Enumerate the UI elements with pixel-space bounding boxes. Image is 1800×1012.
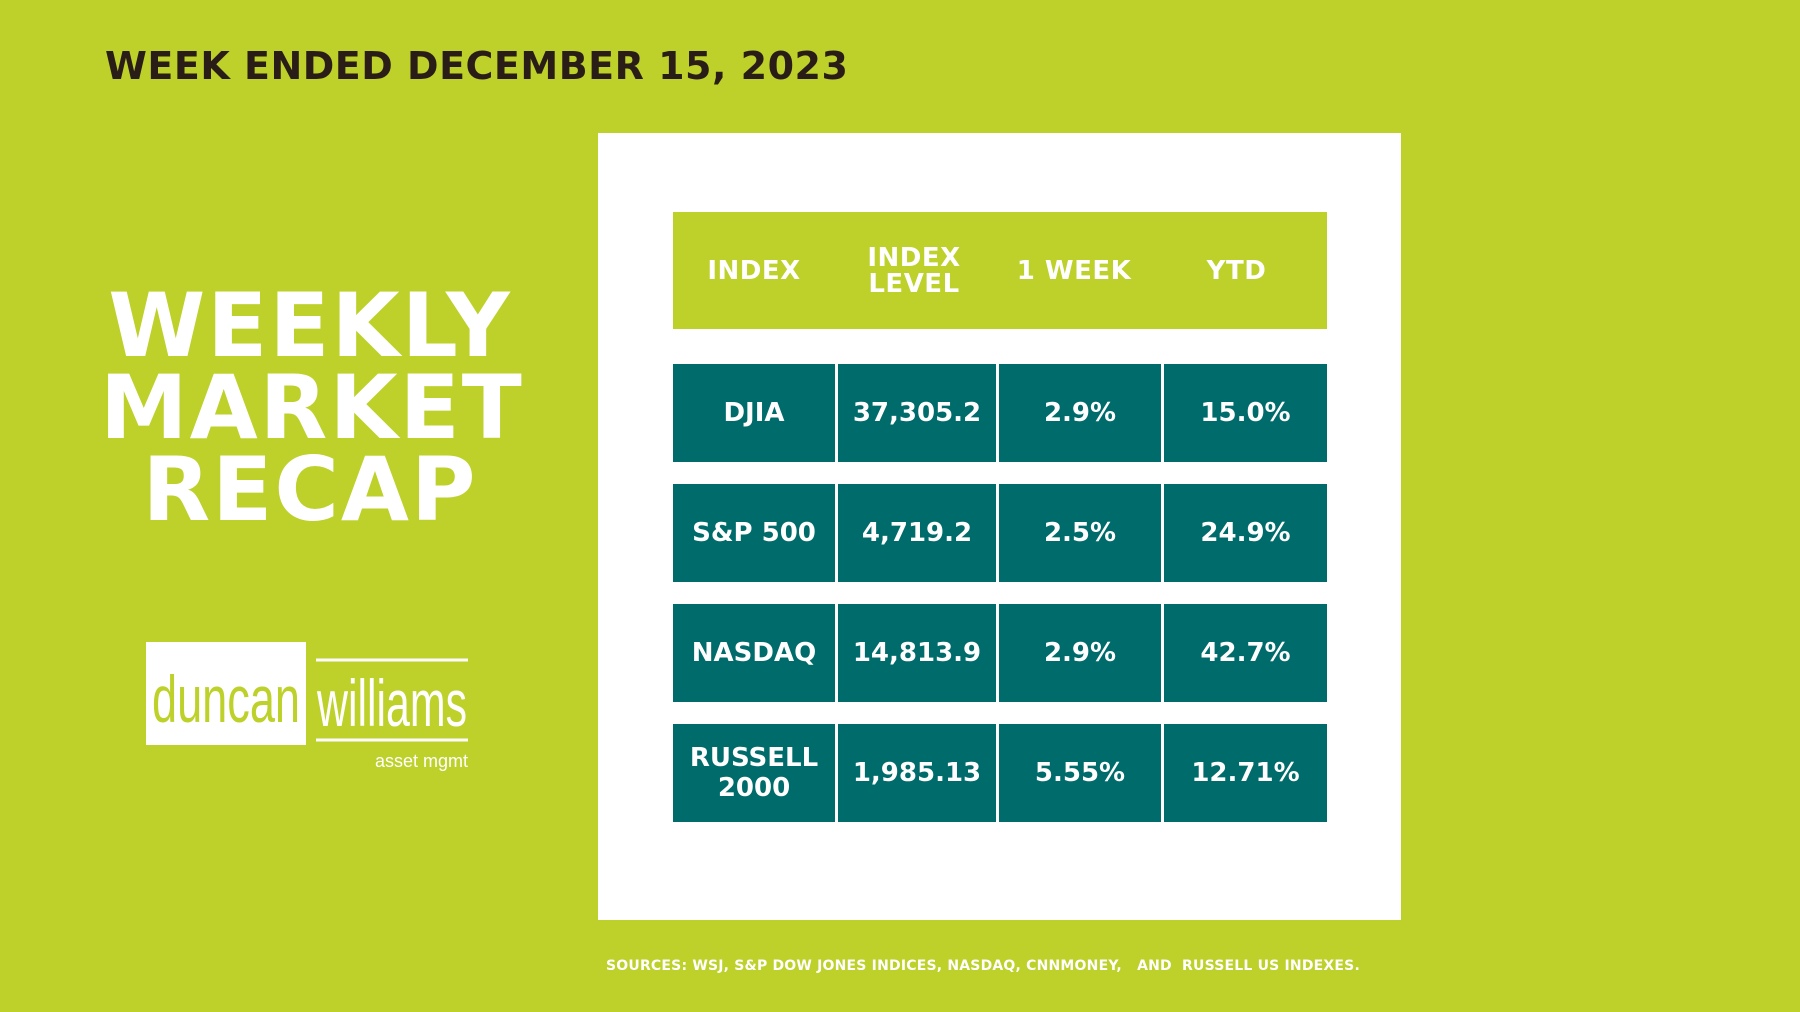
headline: WEEK ENDED DECEMBER 15, 2023 xyxy=(105,44,849,88)
header-1-week: 1 WEEK xyxy=(1016,255,1132,286)
cell-1-week: 2.9% xyxy=(999,364,1161,462)
cell-ytd: 12.71% xyxy=(1164,724,1327,822)
recap-title: WEEKLY MARKET RECAP xyxy=(100,274,524,541)
cell-ytd: 24.9% xyxy=(1164,484,1327,582)
cell-index: RUSSELL 2000 xyxy=(673,724,835,822)
table-header: INDEX INDEX LEVEL 1 WEEK YTD xyxy=(673,212,1327,329)
table-row: DJIA 37,305.2 2.9% 15.0% xyxy=(673,364,1327,462)
recap-title-line: WEEKLY xyxy=(108,274,512,377)
cell-level: 4,719.2 xyxy=(838,484,996,582)
table-row: S&P 500 4,719.2 2.5% 24.9% xyxy=(673,484,1327,582)
header-index-level: INDEX LEVEL xyxy=(867,242,961,299)
cell-level: 14,813.9 xyxy=(838,604,996,702)
cell-ytd: 15.0% xyxy=(1164,364,1327,462)
sources-footnote: SOURCES: WSJ, S&P DOW JONES INDICES, NAS… xyxy=(606,958,1360,974)
table-row: NASDAQ 14,813.9 2.9% 42.7% xyxy=(673,604,1327,702)
table-row: RUSSELL 2000 1,985.13 5.55% 12.71% xyxy=(673,724,1327,822)
header-ytd: YTD xyxy=(1206,255,1267,286)
market-table-panel: INDEX INDEX LEVEL 1 WEEK YTD DJIA 37,305… xyxy=(598,133,1401,920)
cell-1-week: 2.5% xyxy=(999,484,1161,582)
cell-index: NASDAQ xyxy=(673,604,835,702)
logo-white-block xyxy=(146,642,306,745)
duncan-williams-logo: duncan williams asset mgmt xyxy=(146,642,468,771)
cell-level: 1,985.13 xyxy=(838,724,996,822)
logo-word-duncan: duncan xyxy=(152,662,300,736)
recap-title-line: RECAP xyxy=(142,438,478,541)
header-index: INDEX xyxy=(707,255,801,286)
cell-1-week: 5.55% xyxy=(999,724,1161,822)
cell-ytd: 42.7% xyxy=(1164,604,1327,702)
cell-index: S&P 500 xyxy=(673,484,835,582)
cell-1-week: 2.9% xyxy=(999,604,1161,702)
cell-level: 37,305.2 xyxy=(838,364,996,462)
logo-word-williams: williams xyxy=(316,666,467,740)
logo-tagline: asset mgmt xyxy=(375,751,468,771)
recap-title-line: MARKET xyxy=(100,356,524,459)
cell-index: DJIA xyxy=(673,364,835,462)
